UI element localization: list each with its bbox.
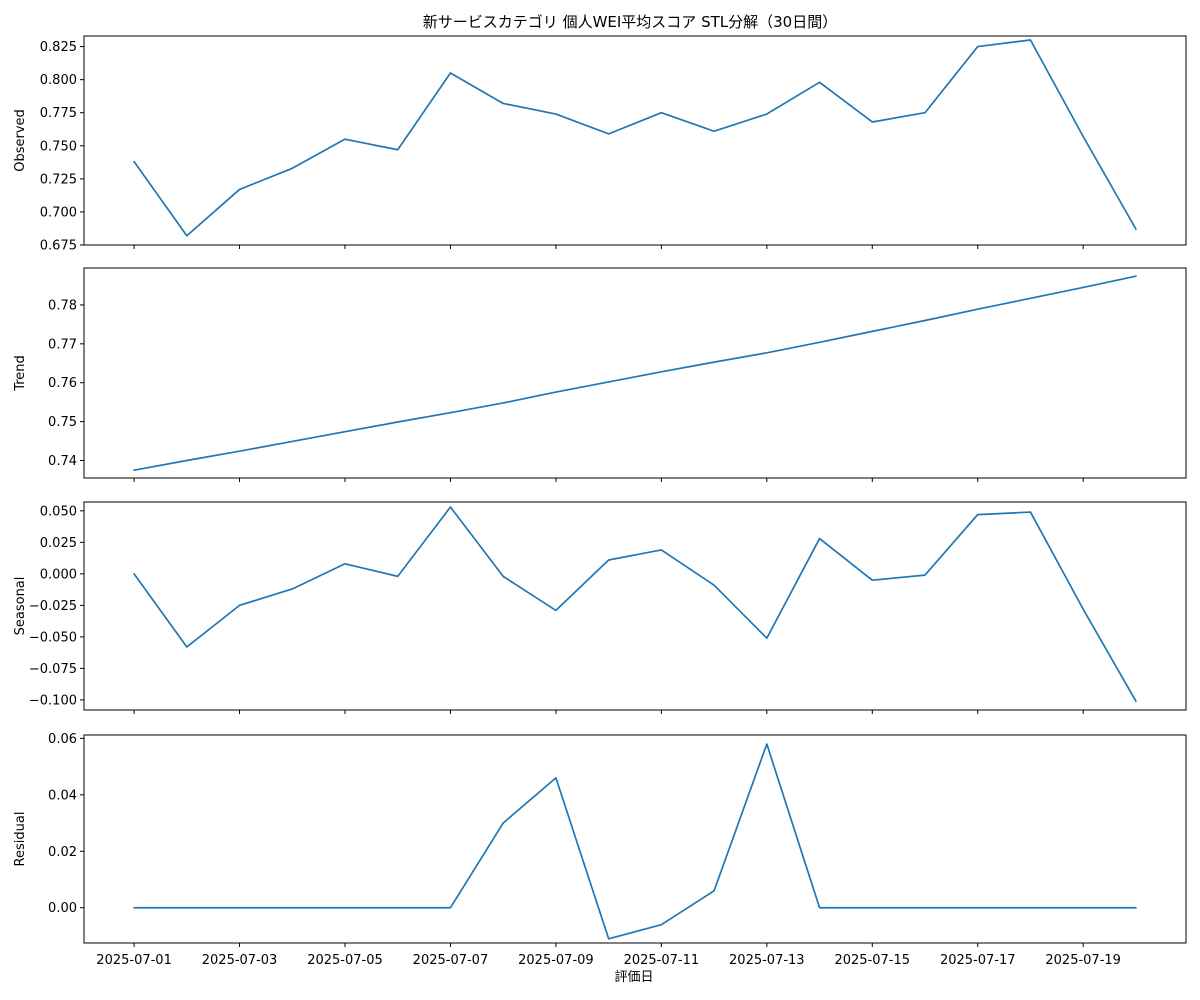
x-axis-label: 評価日	[614, 970, 653, 985]
y-tick-label: 0.750	[40, 139, 77, 154]
y-tick-label: −0.050	[29, 630, 77, 645]
y-tick-label: 0.675	[40, 239, 77, 254]
panel-frame	[83, 501, 1187, 711]
y-axis-label-observed: Observed	[13, 109, 28, 172]
y-tick-label: 0.000	[40, 567, 77, 582]
y-tick-label: −0.075	[29, 662, 77, 677]
x-tick-label: 2025-07-13	[729, 953, 805, 968]
panel-frame	[83, 734, 1187, 944]
y-tick-label: 0.00	[48, 901, 77, 916]
y-tick-label: 0.74	[48, 454, 77, 469]
x-tick-label: 2025-07-05	[307, 953, 383, 968]
y-tick-label: 0.050	[40, 504, 77, 519]
y-tick-label: 0.77	[48, 337, 77, 352]
x-tick-label: 2025-07-03	[202, 953, 278, 968]
y-tick-label: 0.76	[48, 376, 77, 391]
x-tick-label: 2025-07-01	[96, 953, 172, 968]
panel-observed: 0.675 0.700 0.725 0.750 0.775 0.800 0.825 Obser…	[13, 35, 1187, 254]
y-tick-label: 0.725	[40, 172, 77, 187]
series-line-seasonal	[133, 506, 1137, 703]
series-line-trend	[133, 275, 1137, 472]
y-axis-label-trend: Trend	[13, 355, 28, 392]
y-axis-label-residual: Residual	[13, 812, 28, 867]
panel-frame	[83, 35, 1187, 246]
panel-seasonal: −0.100 −0.075 −0.050 −0.025 0.000 0.025 0.050 S…	[13, 501, 1187, 714]
x-tick-label: 2025-07-07	[413, 953, 489, 968]
panel-frame	[83, 267, 1187, 479]
y-tick-label: 0.78	[48, 298, 77, 313]
y-tick-label: 0.75	[48, 415, 77, 430]
series-line-residual	[133, 743, 1137, 940]
series-line-observed	[133, 39, 1137, 237]
y-tick-label: 0.700	[40, 205, 77, 220]
y-tick-label: 0.04	[48, 788, 77, 803]
y-tick-label: 0.025	[40, 536, 77, 551]
y-tick-label: 0.775	[40, 106, 77, 121]
y-tick-label: 0.825	[40, 40, 77, 55]
panel-trend: 0.74 0.75 0.76 0.77 0.78 Trend	[13, 267, 1187, 482]
y-tick-label: 0.02	[48, 845, 77, 860]
y-axis-label-seasonal: Seasonal	[13, 577, 28, 636]
y-tick-label: −0.100	[29, 693, 77, 708]
y-tick-label: 0.06	[48, 732, 77, 747]
subplot-panels: 0.675 0.700 0.725 0.750 0.775 0.800 0.825 Obser…	[13, 35, 1187, 968]
x-tick-label: 2025-07-11	[624, 953, 700, 968]
y-tick-label: −0.025	[29, 599, 77, 614]
x-tick-label: 2025-07-09	[518, 953, 594, 968]
figure-title: 新サービスカテゴリ 個人WEI平均スコア STL分解（30日間）	[423, 13, 837, 31]
panel-residual: 0.00 0.02 0.04 0.06 Residual	[13, 732, 1187, 947]
x-tick-label: 2025-07-19	[1045, 953, 1121, 968]
x-tick-label: 2025-07-15	[834, 953, 910, 968]
y-tick-label: 0.800	[40, 73, 77, 88]
x-tick-label: 2025-07-17	[940, 953, 1016, 968]
